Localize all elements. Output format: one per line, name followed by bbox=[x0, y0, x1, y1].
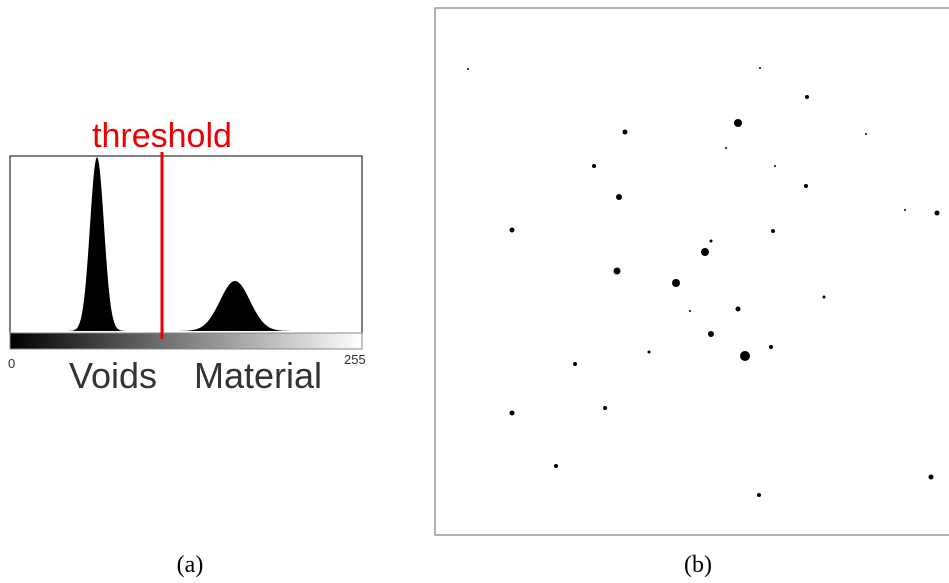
void-dot bbox=[865, 133, 867, 135]
image-frame bbox=[435, 8, 949, 535]
void-dot bbox=[804, 184, 808, 188]
caption: (a) bbox=[177, 552, 204, 578]
void-dot bbox=[769, 345, 773, 349]
void-dot bbox=[734, 119, 742, 127]
void-dot bbox=[740, 351, 750, 361]
figure: threshold 0 255 Voids Material (a) (b) bbox=[0, 0, 949, 583]
void-dot bbox=[759, 67, 761, 69]
void-dot bbox=[823, 296, 826, 299]
void-dot bbox=[757, 493, 761, 497]
void-dot bbox=[623, 130, 628, 135]
void-dot bbox=[510, 228, 515, 233]
void-dot bbox=[592, 164, 596, 168]
void-dot bbox=[929, 475, 934, 480]
void-dot bbox=[672, 279, 680, 287]
threshold-label: threshold bbox=[92, 117, 232, 155]
void-dot bbox=[935, 211, 940, 216]
void-dot bbox=[774, 165, 776, 167]
void-dot bbox=[904, 209, 906, 211]
void-dot bbox=[467, 68, 469, 70]
axis-max: 255 bbox=[344, 352, 366, 367]
void-dot bbox=[554, 464, 558, 468]
voids-label: Voids bbox=[69, 355, 157, 396]
panel-b: (b) bbox=[435, 8, 949, 578]
void-dot bbox=[573, 362, 577, 366]
void-dot bbox=[701, 248, 709, 256]
caption: (b) bbox=[684, 552, 712, 578]
void-dot bbox=[771, 229, 775, 233]
void-dot bbox=[736, 307, 741, 312]
void-dot bbox=[689, 310, 691, 312]
binary-image bbox=[467, 67, 940, 497]
void-dot bbox=[648, 351, 651, 354]
void-dot bbox=[614, 268, 621, 275]
histogram-frame bbox=[10, 156, 362, 333]
void-dot bbox=[805, 95, 809, 99]
void-dot bbox=[725, 147, 727, 149]
void-dot bbox=[710, 240, 713, 243]
gray-bar bbox=[10, 333, 362, 349]
void-dot bbox=[616, 194, 622, 200]
void-dot bbox=[510, 411, 515, 416]
void-dot bbox=[603, 406, 607, 410]
material-label: Material bbox=[194, 355, 322, 396]
void-dot bbox=[708, 331, 714, 337]
panel-a: threshold 0 255 Voids Material (a) bbox=[8, 117, 366, 578]
axis-min: 0 bbox=[8, 356, 15, 371]
